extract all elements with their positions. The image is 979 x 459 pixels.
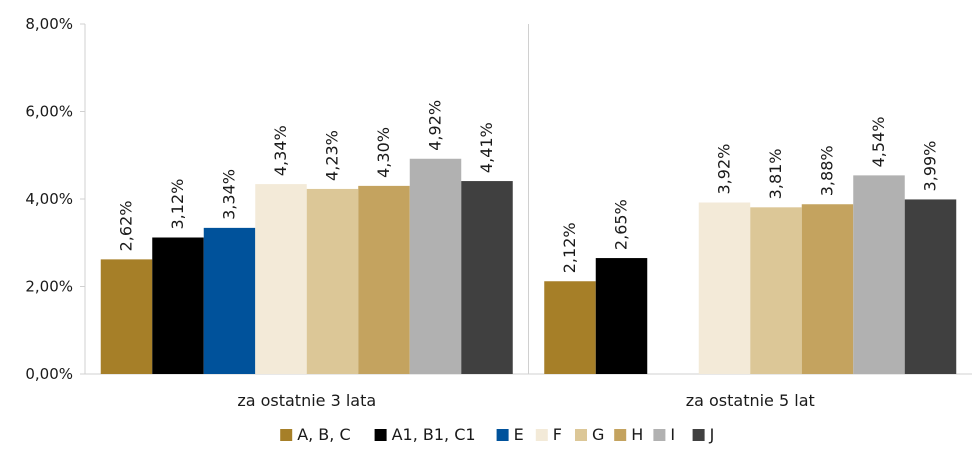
- legend-swatch: [496, 429, 509, 441]
- bar: [152, 237, 204, 374]
- legend-label: H: [631, 425, 643, 444]
- legend-label: J: [709, 425, 715, 444]
- bar: [595, 258, 648, 374]
- y-tick-label: 0,00%: [25, 365, 73, 383]
- bar-data-label: 2,62%: [117, 201, 136, 252]
- bar-data-label: 3,92%: [715, 144, 734, 195]
- y-tick-label: 6,00%: [25, 103, 73, 121]
- legend-swatch: [535, 429, 548, 441]
- y-tick-label: 8,00%: [25, 15, 73, 33]
- bar-data-label: 4,23%: [323, 130, 342, 181]
- bar: [358, 185, 410, 374]
- bar-data-label: 3,34%: [220, 169, 239, 220]
- bar-data-label: 4,54%: [869, 117, 888, 168]
- chart-legend: A, B, C A1, B1, C1 E F G H I J: [280, 425, 714, 444]
- legend-label: G: [592, 425, 604, 444]
- bar: [306, 188, 359, 374]
- y-tick-label: 4,00%: [25, 190, 73, 208]
- bar-data-label: 3,81%: [766, 148, 785, 199]
- chart-bars: [100, 158, 957, 374]
- bar-data-label: 3,12%: [168, 179, 187, 230]
- bar-data-label: 4,30%: [374, 127, 393, 178]
- legend-label: F: [553, 425, 562, 444]
- bar-data-label: 2,12%: [560, 222, 579, 273]
- x-category-label: za ostatnie 3 lata: [237, 391, 376, 410]
- bar-data-label: 2,65%: [612, 199, 631, 250]
- legend-swatch: [374, 429, 387, 441]
- legend-label: A, B, C: [297, 425, 350, 444]
- bar: [853, 175, 905, 374]
- bar: [904, 199, 957, 374]
- bar: [698, 202, 751, 374]
- chart-data-labels: 2,62% 3,12% 3,34% 4,34% 4,23% 4,30% 4,92% 4,41%…: [117, 100, 940, 273]
- x-category-label: za ostatnie 5 lat: [686, 391, 815, 410]
- bar: [801, 204, 854, 374]
- bar-data-label: 4,41%: [477, 122, 496, 173]
- bar: [100, 259, 153, 374]
- bar: [409, 158, 462, 374]
- bar-data-label: 3,88%: [818, 145, 837, 196]
- legend-swatch: [653, 429, 666, 441]
- y-tick-label: 2,00%: [25, 278, 73, 296]
- legend-swatch: [280, 429, 293, 441]
- bar: [750, 207, 802, 374]
- legend-swatch: [692, 429, 705, 441]
- legend-swatch: [575, 429, 587, 441]
- bar: [255, 184, 307, 374]
- bar-data-label: 3,99%: [921, 141, 940, 192]
- legend-label: A1, B1, C1: [392, 425, 476, 444]
- bar: [461, 181, 513, 374]
- legend-label: I: [670, 425, 675, 444]
- legend-swatch: [614, 429, 627, 441]
- bar-data-label: 4,34%: [271, 125, 290, 176]
- bar: [203, 227, 256, 374]
- legend-label: E: [514, 425, 524, 444]
- bar-data-label: 4,92%: [426, 100, 445, 151]
- bar: [544, 281, 596, 374]
